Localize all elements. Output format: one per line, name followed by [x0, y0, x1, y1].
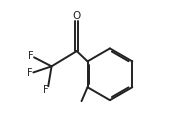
Text: F: F — [43, 85, 49, 95]
Text: F: F — [27, 68, 33, 78]
Text: O: O — [73, 11, 81, 21]
Text: F: F — [28, 51, 33, 61]
